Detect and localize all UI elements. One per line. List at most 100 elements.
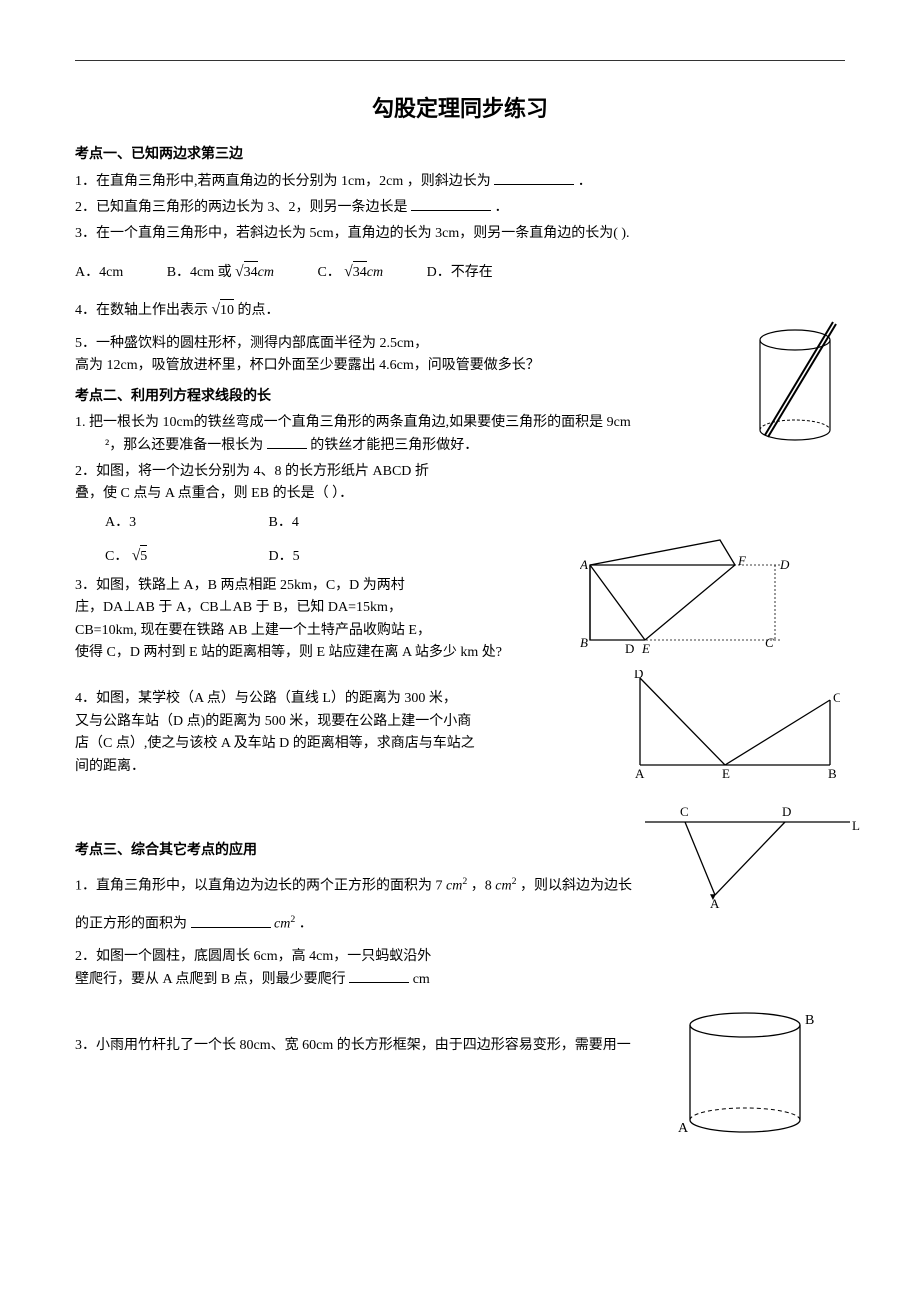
- s2-problem-2: 2．如图，将一个边长分别为 4、8 的长方形纸片 ABCD 折 叠，使 C 点与…: [75, 461, 605, 569]
- s2-p1-line1: 1. 把一根长为 10cm的铁丝弯成一个直角三角形的两条直角边,如果要使三角形的…: [75, 412, 845, 434]
- rail-label-b: B: [828, 766, 837, 780]
- sup-2: 2: [290, 914, 295, 925]
- s1-p4-post: 的点．: [237, 303, 279, 318]
- s2-p2-opt-d: D．5: [269, 546, 300, 568]
- school-label-d: D: [782, 804, 791, 819]
- s2-p2-options-row2: C． √5 D．5: [75, 544, 605, 569]
- s1-p2-blank: [411, 197, 491, 211]
- s1-p1-blank: [494, 171, 574, 185]
- s2-p2-options-row1: A．3 B．4: [75, 512, 605, 534]
- s2-p1-l2-pre: ²，那么还要准备一根长为: [105, 438, 263, 453]
- s2-p3-line1: 3．如图，铁路上 A，B 两点相距 25km，C，D 为两村: [75, 575, 605, 597]
- s1-problem-4: 4．在数轴上作出表示 √10 的点．: [75, 298, 845, 323]
- railway-figure: A B C D E: [630, 670, 840, 780]
- s1-p5-line1: 5．一种盛饮料的圆柱形杯，测得内部底面半径为 2.5cm，: [75, 333, 605, 355]
- rail-label-c: C: [833, 690, 840, 705]
- top-divider: [75, 60, 845, 61]
- document-title: 勾股定理同步练习: [75, 91, 845, 126]
- fold-label-f: F: [737, 553, 747, 568]
- s2-p2-opt-c-pre: C．: [105, 549, 128, 564]
- s2-p4-line1: 4．如图，某学校（A 点）与公路（直线 L）的距离为 300 米，: [75, 688, 605, 710]
- s1-p1-text: 1．在直角三角形中,若两直角边的长分别为 1cm，2cm ，则斜边长为: [75, 174, 491, 189]
- s2-problem-4: 4．如图，某学校（A 点）与公路（直线 L）的距离为 300 米， 又与公路车站…: [75, 688, 605, 778]
- s3-p3-text: 3．小雨用竹杆扎了一个长 80cm、宽 60cm 的长方形框架，由于四边形容易变…: [75, 1038, 631, 1053]
- fold-label-d: D: [779, 557, 790, 572]
- s3-p1-unit1: cm: [446, 879, 462, 894]
- s3-p2-l2-post: cm: [413, 972, 430, 987]
- s1-p3-c-sqrt-val: 34: [353, 261, 367, 284]
- sqrt-icon: √34: [235, 265, 257, 280]
- s1-p3-opt-b-post: cm: [258, 265, 274, 280]
- s3-p1-pre: 1．直角三角形中，以直角边为边长的两个正方形的面积为 7: [75, 879, 443, 894]
- s1-p4-sqrt-val: 10: [220, 299, 234, 322]
- s3-p2-blank: [349, 969, 409, 983]
- sup-2: 2: [512, 876, 517, 887]
- s3-problem-2: 2．如图一个圆柱，底圆周长 6cm，高 4cm，一只蚂蚁沿外 壁爬行，要从 A …: [75, 946, 605, 991]
- s2-p3-line3: CB=10km, 现在要在铁路 AB 上建一个土特产品收购站 E，: [75, 620, 605, 642]
- s1-problem-3: 3．在一个直角三角形中，若斜边长为 5cm，直角边的长为 3cm，则另一条直角边…: [75, 223, 845, 245]
- page-container: 勾股定理同步练习 考点一、已知两边求第三边 1．在直角三角形中,若两直角边的长分…: [0, 0, 920, 1302]
- fold-label-c: C: [765, 635, 774, 650]
- s1-p3-options: A．4cm B．4cm 或 √34cm C． √34cm D．不存在: [75, 260, 845, 285]
- s3-p1-post: ，则以斜边为边长: [520, 879, 632, 894]
- s1-p3-b-sqrt-val: 34: [244, 261, 258, 284]
- s2-p2-line1: 2．如图，将一个边长分别为 4、8 的长方形纸片 ABCD 折: [75, 461, 605, 483]
- s1-p3-opt-b: B．4cm 或 √34cm: [167, 260, 274, 285]
- s3-p1-l2-post: ．: [299, 917, 313, 932]
- s2-p1-l2-post: 的铁丝才能把三角形做好．: [310, 438, 478, 453]
- s2-p1-line2: ²，那么还要准备一根长为 的铁丝才能把三角形做好．: [75, 435, 845, 457]
- s2-p4-line2: 又与公路车站（D 点)的距离为 500 米，现要在公路上建一个小商: [75, 711, 605, 733]
- s3-problem-3: 3．小雨用竹杆扎了一个长 80cm、宽 60cm 的长方形框架，由于四边形容易变…: [75, 1035, 845, 1057]
- fold-label-dprime: D: [625, 641, 634, 656]
- s1-p3-text: 3．在一个直角三角形中，若斜边长为 5cm，直角边的长为 3cm，则另一条直角边…: [75, 226, 630, 241]
- section-1-header: 考点一、已知两边求第三边: [75, 144, 845, 166]
- fold-label-e: E: [641, 641, 650, 656]
- sqrt-icon: √10: [212, 303, 234, 318]
- s1-p3-opt-b-pre: B．4cm 或: [167, 265, 232, 280]
- s1-p3-opt-c: C． √34cm: [317, 260, 383, 285]
- rail-label-a: A: [635, 766, 645, 780]
- fold-rectangle-figure: A D B C F E D: [580, 535, 790, 675]
- fold-label-a: A: [580, 557, 588, 572]
- cylinder-ant-figure: A B: [670, 1010, 830, 1140]
- cyl-label-b: B: [805, 1013, 814, 1028]
- s2-p1-blank: [267, 435, 307, 449]
- rail-label-e: E: [722, 766, 730, 780]
- school-label-l: L: [852, 818, 860, 833]
- cyl-label-a: A: [678, 1121, 689, 1136]
- rail-label-d: D: [634, 670, 643, 681]
- s1-p2-text: 2．已知直角三角形的两边长为 3、2，则另一条边长是: [75, 200, 408, 215]
- s3-p1-l2-pre: 的正方形的面积为: [75, 917, 187, 932]
- s1-problem-2: 2．已知直角三角形的两边长为 3、2，则另一条边长是 ．: [75, 197, 845, 219]
- s1-p1-end: ．: [578, 174, 592, 189]
- s2-problem-1: 1. 把一根长为 10cm的铁丝弯成一个直角三角形的两条直角边,如果要使三角形的…: [75, 412, 845, 457]
- s2-p4-line3: 店（C 点）,使之与该校 A 及车站 D 的距离相等，求商店与车站之: [75, 733, 605, 755]
- sqrt-icon: √5: [132, 549, 147, 564]
- s3-problem-1: 1．直角三角形中，以直角边为边长的两个正方形的面积为 7 cm2 ，8 cm2 …: [75, 874, 845, 898]
- school-label-c: C: [680, 804, 689, 819]
- s2-problem-3: 3．如图，铁路上 A，B 两点相距 25km，C，D 为两村 庄，DA⊥AB 于…: [75, 575, 605, 665]
- s2-p2-opt-c: C． √5: [105, 544, 225, 569]
- s3-p1-l2-unit: cm: [274, 917, 290, 932]
- s3-p2-line1: 2．如图一个圆柱，底圆周长 6cm，高 4cm，一只蚂蚁沿外: [75, 946, 605, 968]
- sqrt-icon: √34: [344, 265, 366, 280]
- s1-p3-opt-c-pre: C．: [317, 265, 340, 280]
- s3-p2-l2-pre: 壁爬行，要从 A 点爬到 B 点，则最少要爬行: [75, 972, 346, 987]
- sup-2: 2: [462, 876, 467, 887]
- section-2-header: 考点二、利用列方程求线段的长: [75, 386, 845, 408]
- s2-p3-line2: 庄，DA⊥AB 于 A，CB⊥AB 于 B，已知 DA=15km，: [75, 597, 605, 619]
- s1-p2-end: ．: [495, 200, 509, 215]
- s1-p3-opt-c-post: cm: [367, 265, 383, 280]
- s2-p2-line2: 叠，使 C 点与 A 点重合，则 EB 的长是（ ）．: [75, 483, 605, 505]
- s2-p2-opt-b: B．4: [269, 512, 299, 534]
- s3-p2-line2: 壁爬行，要从 A 点爬到 B 点，则最少要爬行 cm: [75, 969, 605, 991]
- s3-p1-unit2: cm: [495, 879, 511, 894]
- s2-p2-c-sqrt-val: 5: [140, 545, 147, 568]
- s2-p3-line4: 使得 C，D 两村到 E 站的距离相等，则 E 站应建在离 A 站多少 km 处…: [75, 642, 605, 664]
- s3-p1-mid: ，8: [471, 879, 492, 894]
- s1-p4-pre: 4．在数轴上作出表示: [75, 303, 208, 318]
- s1-problem-1: 1．在直角三角形中,若两直角边的长分别为 1cm，2cm ，则斜边长为 ．: [75, 171, 845, 193]
- s3-problem-1-line2: 的正方形的面积为 cm2 ．: [75, 912, 845, 936]
- s1-p5-line2: 高为 12cm，吸管放进杯里，杯口外面至少要露出 4.6cm，问吸管要做多长？: [75, 355, 605, 377]
- s2-p2-opt-a: A．3: [105, 512, 225, 534]
